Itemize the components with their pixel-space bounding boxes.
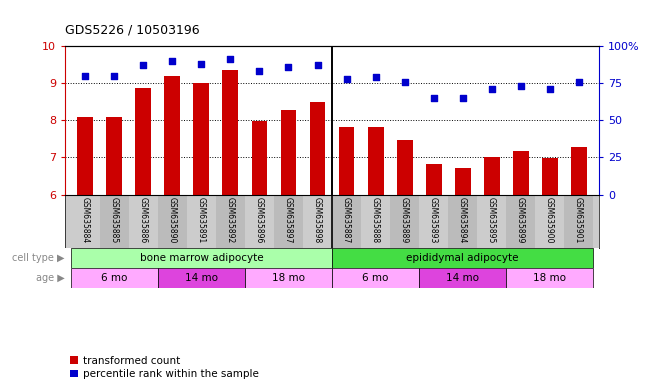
Bar	[309, 102, 326, 195]
Legend: transformed count, percentile rank within the sample: transformed count, percentile rank withi…	[70, 356, 258, 379]
Text: GSM635900: GSM635900	[545, 197, 554, 244]
Text: GSM635899: GSM635899	[516, 197, 525, 244]
Text: GSM635884: GSM635884	[81, 197, 90, 243]
Bar	[187, 195, 216, 248]
Bar	[158, 195, 187, 248]
Bar	[77, 117, 93, 195]
Text: cell type ▶: cell type ▶	[12, 253, 64, 263]
Text: GSM635888: GSM635888	[371, 197, 380, 243]
Text: GSM635887: GSM635887	[342, 197, 351, 243]
Point	[544, 86, 555, 92]
Point	[80, 73, 90, 79]
Bar	[564, 195, 593, 248]
Point	[458, 95, 468, 101]
Bar	[484, 157, 499, 195]
Point	[196, 61, 206, 67]
Bar	[129, 195, 158, 248]
Bar	[426, 164, 441, 195]
Bar	[390, 195, 419, 248]
Bar	[71, 195, 100, 248]
Text: GSM635891: GSM635891	[197, 197, 206, 243]
Text: GSM635897: GSM635897	[284, 197, 293, 244]
Point	[255, 68, 265, 74]
Point	[370, 74, 381, 80]
Bar	[396, 140, 413, 195]
Bar	[448, 195, 477, 248]
Text: GSM635889: GSM635889	[400, 197, 409, 243]
Text: 14 mo: 14 mo	[446, 273, 479, 283]
Text: GSM635896: GSM635896	[255, 197, 264, 244]
Text: epididymal adipocyte: epididymal adipocyte	[406, 253, 519, 263]
Point	[428, 95, 439, 101]
Text: bone marrow adipocyte: bone marrow adipocyte	[140, 253, 263, 263]
Point	[109, 73, 120, 79]
Text: GSM635886: GSM635886	[139, 197, 148, 243]
Bar	[71, 268, 158, 288]
Bar	[419, 268, 506, 288]
Bar	[251, 121, 268, 195]
Bar	[571, 147, 587, 195]
Text: 18 mo: 18 mo	[533, 273, 566, 283]
Bar	[71, 248, 332, 268]
Bar	[245, 268, 332, 288]
Bar	[165, 76, 180, 195]
Bar	[107, 117, 122, 195]
Bar	[332, 248, 593, 268]
Text: GSM635893: GSM635893	[429, 197, 438, 244]
Bar	[512, 151, 529, 195]
Text: 14 mo: 14 mo	[185, 273, 218, 283]
Point	[486, 86, 497, 92]
Point	[341, 76, 352, 82]
Text: GSM635898: GSM635898	[313, 197, 322, 243]
Bar	[281, 110, 296, 195]
Bar	[332, 195, 361, 248]
Point	[283, 64, 294, 70]
Bar	[361, 195, 390, 248]
Bar	[193, 83, 210, 195]
Text: GSM635885: GSM635885	[110, 197, 119, 243]
Bar	[535, 195, 564, 248]
Text: GSM635892: GSM635892	[226, 197, 235, 243]
Point	[574, 79, 584, 85]
Bar	[100, 195, 129, 248]
Bar	[332, 268, 419, 288]
Bar	[454, 167, 471, 195]
Bar	[135, 88, 152, 195]
Bar	[477, 195, 506, 248]
Bar	[368, 127, 383, 195]
Point	[225, 56, 236, 63]
Bar	[506, 195, 535, 248]
Text: 6 mo: 6 mo	[363, 273, 389, 283]
Text: GSM635901: GSM635901	[574, 197, 583, 244]
Bar	[158, 268, 245, 288]
Bar	[216, 195, 245, 248]
Bar	[339, 127, 355, 195]
Bar	[542, 158, 557, 195]
Text: age ▶: age ▶	[36, 273, 64, 283]
Bar	[419, 195, 448, 248]
Point	[399, 79, 409, 85]
Bar	[245, 195, 274, 248]
Point	[167, 58, 178, 64]
Bar	[303, 195, 332, 248]
Text: GSM635890: GSM635890	[168, 197, 177, 244]
Text: 18 mo: 18 mo	[272, 273, 305, 283]
Text: GDS5226 / 10503196: GDS5226 / 10503196	[65, 23, 200, 36]
Bar	[506, 268, 593, 288]
Bar	[274, 195, 303, 248]
Point	[516, 83, 526, 89]
Point	[312, 62, 323, 68]
Text: GSM635894: GSM635894	[458, 197, 467, 244]
Text: 6 mo: 6 mo	[102, 273, 128, 283]
Point	[138, 62, 148, 68]
Text: GSM635895: GSM635895	[487, 197, 496, 244]
Bar	[223, 70, 238, 195]
